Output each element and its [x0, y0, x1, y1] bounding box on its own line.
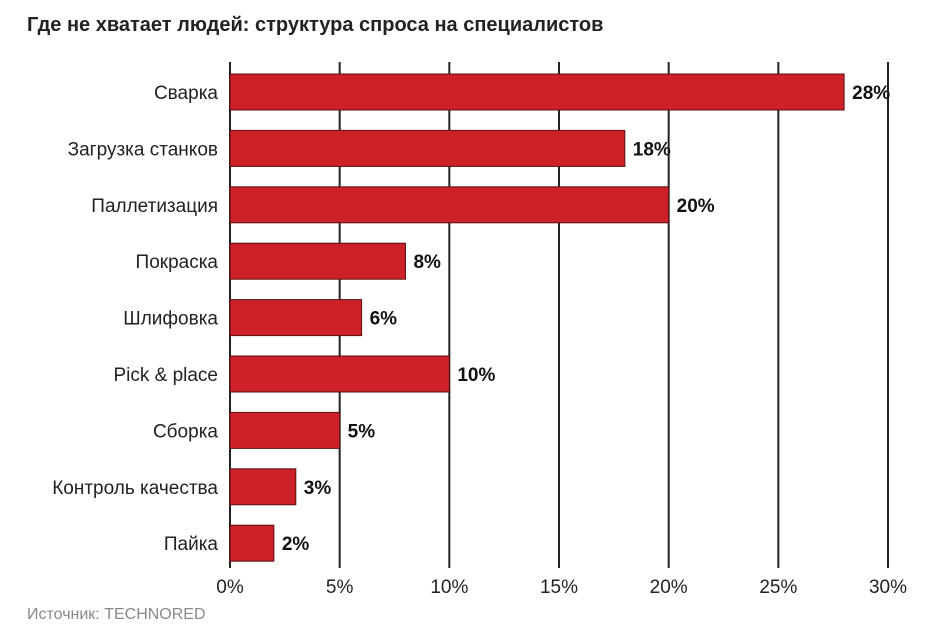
bar	[229, 186, 670, 224]
category-label: Сборка	[153, 421, 218, 442]
value-label: 3%	[304, 478, 332, 499]
bar	[229, 355, 450, 393]
x-tick-label: 5%	[326, 577, 354, 598]
x-tick-label: 25%	[759, 577, 797, 598]
bar	[229, 242, 406, 280]
bar	[229, 524, 275, 562]
x-tick-label: 0%	[216, 577, 244, 598]
category-label: Pick & place	[113, 365, 218, 386]
bar	[229, 73, 845, 111]
x-tick-labels: 0% 5% 10% 15% 20% 25% 30%	[216, 577, 907, 598]
bars	[229, 73, 845, 562]
value-label: 6%	[370, 309, 398, 330]
chart-title: Где не хватает людей: структура спроса н…	[27, 14, 604, 36]
source-note: Источник: TECHNORED	[27, 606, 206, 623]
x-tick-label: 10%	[430, 577, 468, 598]
value-label: 20%	[677, 196, 715, 217]
bar	[229, 468, 297, 506]
value-label: 8%	[413, 252, 441, 273]
category-label: Сварка	[154, 83, 218, 104]
x-tick-label: 20%	[650, 577, 688, 598]
category-label: Контроль качества	[52, 478, 218, 499]
bar	[229, 299, 363, 337]
category-labels: Сварка Загрузка станков Паллетизация Покрас…	[52, 83, 218, 555]
category-label: Покраска	[136, 252, 219, 273]
value-label: 2%	[282, 534, 310, 555]
bar	[229, 411, 341, 449]
x-tick-label: 30%	[869, 577, 907, 598]
category-label: Загрузка станков	[68, 139, 218, 160]
value-label: 10%	[457, 365, 495, 386]
value-label: 28%	[852, 83, 890, 104]
bar	[229, 129, 626, 167]
x-tick-label: 15%	[540, 577, 578, 598]
category-label: Пайка	[164, 534, 219, 555]
category-label: Шлифовка	[123, 309, 218, 330]
value-label: 5%	[348, 421, 376, 442]
value-labels: 28% 18% 20% 8% 6% 10% 5% 3% 2%	[282, 83, 890, 555]
category-label: Паллетизация	[91, 196, 218, 217]
value-label: 18%	[633, 139, 671, 160]
